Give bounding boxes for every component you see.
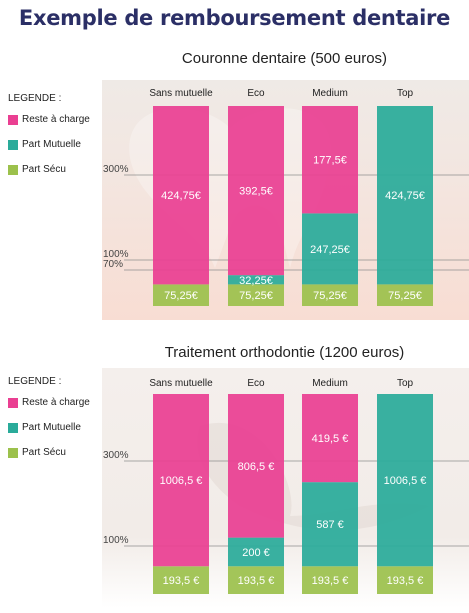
bar-part-mutuelle-medium (302, 213, 358, 285)
bar-part-secu-top (377, 284, 433, 306)
data-label-part-mutuelle-eco: 200 € (242, 547, 270, 559)
bar-reste-a-charge-medium (302, 394, 358, 483)
bar-reste-a-charge-eco (228, 106, 284, 276)
legend-heading: LEGENDE : (8, 93, 62, 104)
legend-label: Part Mutuelle (22, 422, 81, 433)
bar-part-secu-sans-mutuelle (153, 566, 209, 594)
legend-label: Part Sécu (22, 447, 66, 458)
data-label-part-secu-medium: 75,25€ (313, 290, 347, 302)
legend-swatch-secu (8, 447, 18, 458)
tick-label-300: 300% (103, 450, 129, 461)
category-label-eco: Eco (247, 88, 265, 99)
data-label-part-secu-sans-mutuelle: 75,25€ (164, 290, 198, 302)
legend-swatch-secu (8, 164, 18, 175)
data-label-reste-a-charge-sans-mutuelle: 1006,5 € (160, 475, 203, 487)
legend-label: Reste à charge (22, 397, 90, 408)
tick-label-100: 100% (103, 535, 129, 546)
data-label-part-secu-top: 193,5 € (387, 575, 424, 587)
bar-part-secu-medium (302, 566, 358, 594)
bar-reste-a-charge-sans-mutuelle (153, 394, 209, 567)
category-label-sans-mutuelle: Sans mutuelle (149, 378, 213, 389)
category-label-eco: Eco (247, 378, 265, 389)
legend-orthodontie: LEGENDE : Reste à charge Part Mutuelle P… (8, 376, 90, 471)
legend-swatch-reste (8, 397, 18, 408)
bar-part-secu-sans-mutuelle (153, 284, 209, 306)
bar-part-secu-eco (228, 566, 284, 594)
data-label-reste-a-charge-sans-mutuelle: 424,75€ (161, 190, 201, 202)
legend-item-mutuelle: Part Mutuelle (8, 421, 90, 434)
chart-couronne: 300% 100%70% Sans mutuelle 75,25€ 424,75€ Eco… (102, 80, 469, 320)
tick-label-300: 300% (103, 164, 129, 175)
data-label-part-mutuelle-medium: 587 € (316, 519, 344, 531)
chart-orthodontie: 300% 100% Sans mutuelle 193,5 € 1006,5 € Eco 1… (102, 368, 469, 608)
legend-label: Part Sécu (22, 164, 66, 175)
category-label-sans-mutuelle: Sans mutuelle (149, 88, 213, 99)
page-title: Exemple de remboursement dentaire (18, 6, 451, 30)
bar-part-mutuelle-eco (228, 275, 284, 285)
legend-item-mutuelle: Part Mutuelle (8, 138, 90, 151)
bar-reste-a-charge-medium (302, 106, 358, 214)
legend-label: Reste à charge (22, 114, 90, 125)
category-label-top: Top (397, 88, 414, 99)
data-label-reste-a-charge-eco: 806,5 € (238, 461, 275, 473)
data-label-part-mutuelle-top: 1006,5 € (384, 475, 427, 487)
data-label-part-mutuelle-medium: 247,25€ (310, 244, 350, 256)
data-label-part-mutuelle-eco: 32,25€ (239, 275, 273, 287)
legend-item-secu: Part Sécu (8, 446, 90, 459)
data-label-part-secu-medium: 193,5 € (312, 575, 349, 587)
data-label-part-secu-sans-mutuelle: 193,5 € (163, 575, 200, 587)
category-label-medium: Medium (312, 378, 348, 389)
legend-item-secu: Part Sécu (8, 163, 90, 176)
legend-heading: LEGENDE : (8, 376, 62, 387)
bar-part-mutuelle-top (377, 394, 433, 567)
data-label-reste-a-charge-medium: 419,5 € (312, 433, 349, 445)
legend-swatch-mutuelle (8, 422, 18, 433)
bar-part-mutuelle-eco (228, 537, 284, 567)
legend-swatch-reste (8, 114, 18, 125)
bar-part-mutuelle-medium (302, 482, 358, 567)
bar-reste-a-charge-eco (228, 394, 284, 538)
legend-couronne: LEGENDE : Reste à charge Part Mutuelle P… (8, 93, 90, 188)
legend-swatch-mutuelle (8, 139, 18, 150)
data-label-reste-a-charge-medium: 177,5€ (313, 155, 347, 167)
chart-title-couronne: Couronne dentaire (500 euros) (181, 50, 388, 67)
data-label-part-secu-eco: 193,5 € (238, 575, 275, 587)
category-label-top: Top (397, 378, 414, 389)
bar-part-secu-top (377, 566, 433, 594)
chart-title-orthodontie: Traitement orthodontie (1200 euros) (164, 344, 405, 361)
bar-part-mutuelle-top (377, 106, 433, 285)
legend-item-reste: Reste à charge (8, 113, 90, 126)
bar-part-secu-eco (228, 284, 284, 306)
category-label-medium: Medium (312, 88, 348, 99)
bar-reste-a-charge-sans-mutuelle (153, 106, 209, 285)
tick-label-100: 100% (103, 249, 129, 260)
data-label-part-mutuelle-top: 424,75€ (385, 190, 425, 202)
data-label-reste-a-charge-eco: 392,5€ (239, 186, 273, 198)
legend-label: Part Mutuelle (22, 139, 81, 150)
tick-label-70: 70% (103, 259, 123, 270)
data-label-part-secu-top: 75,25€ (388, 290, 422, 302)
data-label-part-secu-eco: 75,25€ (239, 290, 273, 302)
legend-item-reste: Reste à charge (8, 396, 90, 409)
bar-part-secu-medium (302, 284, 358, 306)
